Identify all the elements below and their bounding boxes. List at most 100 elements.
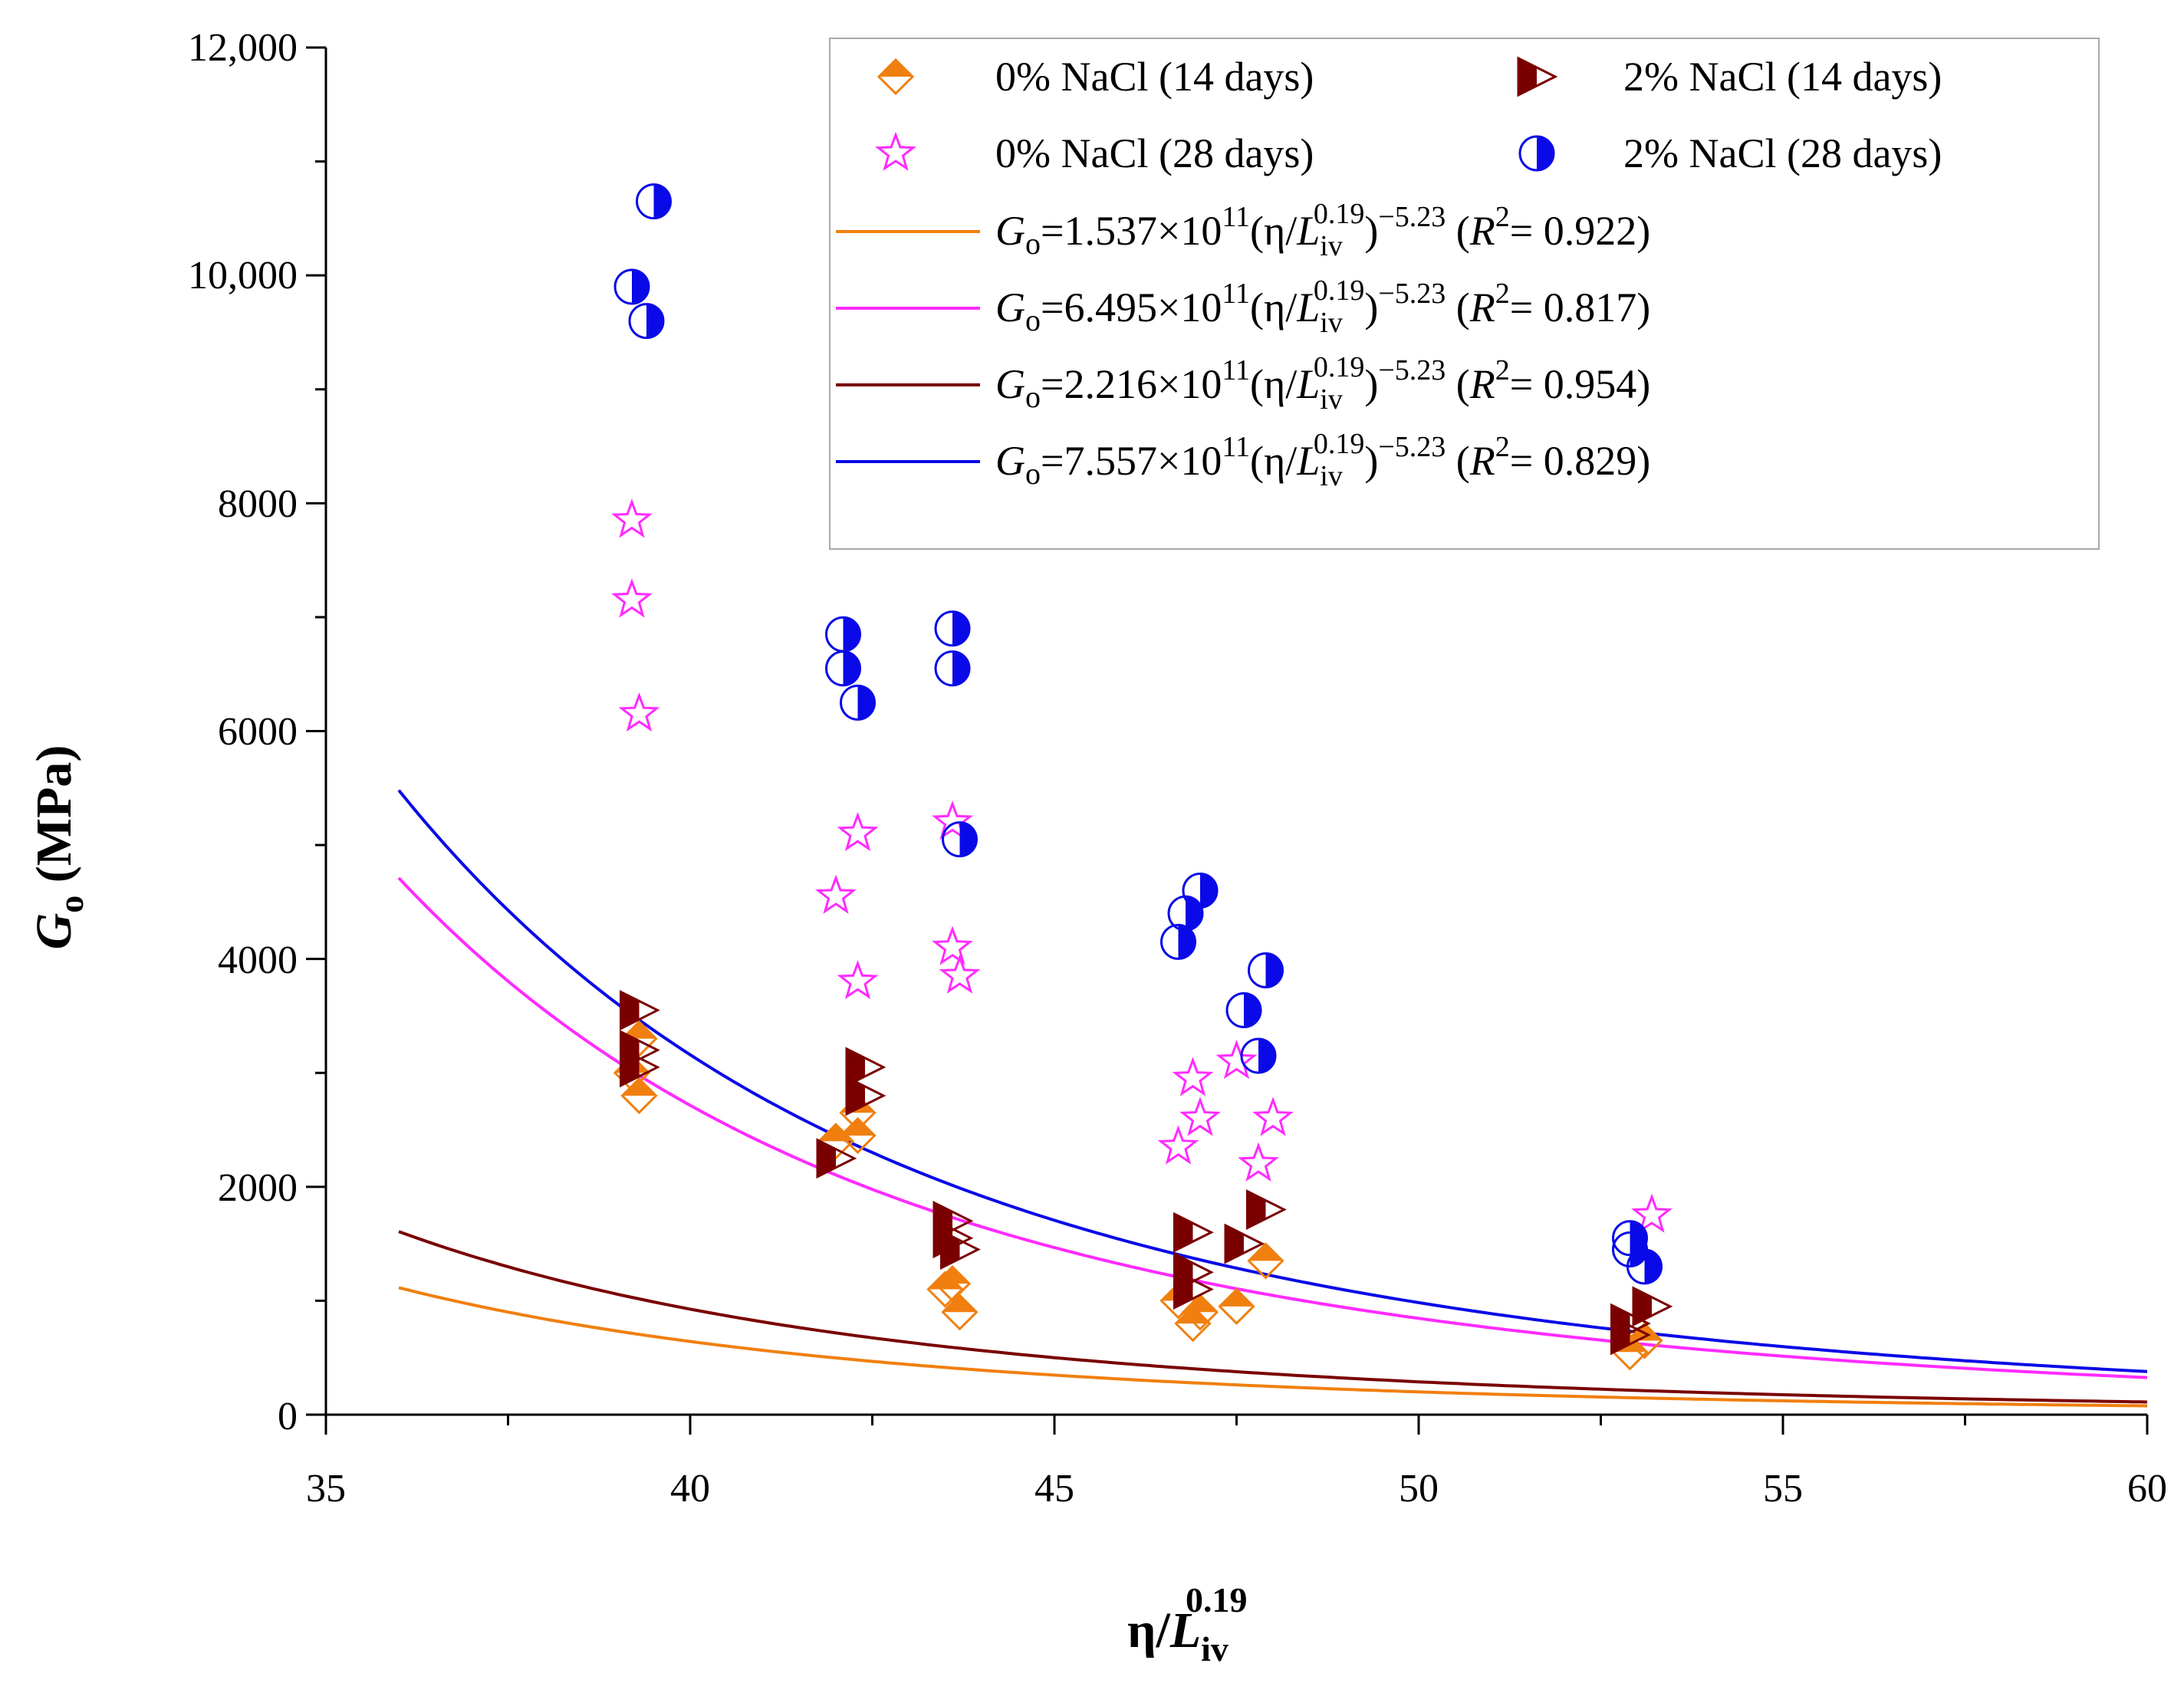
x-tick-label: 60 xyxy=(2127,1467,2167,1511)
data-point xyxy=(1240,1037,1277,1074)
legend-fit-part: ( xyxy=(1446,361,1469,407)
data-points xyxy=(611,183,1673,1371)
marker-fill xyxy=(1537,136,1554,170)
legend-label-series-3: 2% NaCl (28 days) xyxy=(1623,130,1942,176)
marker-fill xyxy=(847,1077,865,1114)
marker-fill xyxy=(1633,1287,1652,1325)
legend-fit-part: = 0.817) xyxy=(1510,284,1650,330)
legend-fit-part: (η/ xyxy=(1250,284,1297,330)
marker-outline xyxy=(1517,56,1558,97)
y-tick-label: 10,000 xyxy=(188,254,298,298)
data-point xyxy=(1218,1287,1255,1325)
data-point xyxy=(1182,873,1219,909)
legend-fit-part: 0.19 xyxy=(1314,351,1365,383)
marker-fill xyxy=(840,1118,875,1136)
legend-fit-part: 0.19 xyxy=(1314,274,1365,307)
marker-outline xyxy=(1247,1242,1284,1280)
legend-label-series-1: 2% NaCl (14 days) xyxy=(1623,54,1942,100)
marker-fill xyxy=(959,822,977,856)
legend-fit-part: (η/ xyxy=(1250,208,1297,254)
y-axis-title-unit: (MPa) xyxy=(26,745,82,896)
marker-outline xyxy=(1626,1248,1663,1285)
y-tick-label: 4000 xyxy=(218,939,298,982)
marker-fill xyxy=(843,651,860,685)
marker-fill xyxy=(857,685,875,720)
fit-curve-3 xyxy=(397,789,2147,1373)
x-axis-title-main: η/ xyxy=(1127,1603,1171,1658)
marker-fill xyxy=(879,60,913,77)
data-point xyxy=(939,954,981,994)
data-point xyxy=(1225,992,1262,1029)
marker-fill xyxy=(1176,1307,1210,1324)
data-point xyxy=(839,1116,877,1155)
data-point xyxy=(1247,1242,1284,1280)
legend-fit-part: iv xyxy=(1320,230,1343,262)
data-point xyxy=(1631,1193,1673,1233)
marker-fill xyxy=(1178,925,1196,959)
data-point xyxy=(1181,1294,1219,1331)
marker-outline xyxy=(1179,1096,1221,1136)
data-point xyxy=(1174,1305,1212,1343)
marker-outline xyxy=(636,183,672,220)
marker-outline xyxy=(1246,1189,1287,1230)
legend-fit-part: L xyxy=(1296,208,1320,254)
legend-fit-part: ( xyxy=(1446,284,1469,330)
marker-outline xyxy=(1610,1314,1651,1356)
marker-outline xyxy=(932,925,973,965)
marker-fill xyxy=(936,1267,969,1284)
legend-label-series-0: 0% NaCl (14 days) xyxy=(995,54,1314,100)
marker-fill xyxy=(847,1048,865,1086)
data-point xyxy=(932,925,973,965)
legend-fit-part: −5.23 xyxy=(1378,354,1446,386)
data-point xyxy=(1612,1220,1648,1257)
data-point xyxy=(940,1229,981,1270)
x-axis-title-sup: 0.19 xyxy=(1186,1580,1248,1619)
data-point xyxy=(1157,1125,1199,1165)
marker-outline xyxy=(620,990,660,1031)
data-point xyxy=(934,650,971,687)
data-point xyxy=(1252,1096,1294,1136)
series-1 xyxy=(620,990,1673,1356)
data-point xyxy=(1179,1096,1221,1136)
legend-fit-part: 11 xyxy=(1222,278,1250,310)
data-point xyxy=(825,616,861,653)
data-point xyxy=(1248,952,1284,989)
marker-outline xyxy=(816,1138,857,1179)
data-point xyxy=(1632,1286,1673,1327)
legend-fit-part: 11 xyxy=(1222,431,1250,463)
fit-curve-0 xyxy=(398,1286,2147,1408)
marker-fill xyxy=(1200,873,1218,908)
y-tick-label: 2000 xyxy=(218,1166,298,1210)
data-point xyxy=(613,268,650,305)
legend-fit-part: 11 xyxy=(1222,354,1250,386)
legend-fit-part: R xyxy=(1469,208,1495,254)
marker-fill xyxy=(1518,58,1537,95)
data-point xyxy=(837,811,879,852)
marker-fill xyxy=(632,270,650,304)
legend-fit-part: R xyxy=(1469,361,1495,407)
y-tick-label: 12,000 xyxy=(188,26,298,70)
data-point xyxy=(1626,1248,1663,1285)
legend-fit-part: 2 xyxy=(1495,278,1510,310)
marker-outline xyxy=(613,268,650,305)
legend-fit-part: 2 xyxy=(1495,431,1510,463)
legend-fit-part: L xyxy=(1296,361,1320,407)
marker-outline xyxy=(934,610,971,647)
marker-fill xyxy=(1248,1244,1283,1261)
x-tick-label: 55 xyxy=(1763,1467,1803,1511)
marker-outline xyxy=(933,1265,972,1303)
marker-outline xyxy=(628,303,665,340)
legend: 0% NaCl (14 days) 2% NaCl (14 days) 0% N… xyxy=(829,38,2100,550)
marker-fill xyxy=(819,1124,853,1142)
legend-fit-part: G xyxy=(995,438,1025,484)
legend-fit-part: G xyxy=(995,284,1025,330)
marker-outline xyxy=(926,1271,964,1308)
legend-fit-part: −5.23 xyxy=(1378,278,1446,310)
legend-fit-equation-3: Go=7.557×1011(η/Liv0.19)−5.23 (R2= 0.829… xyxy=(995,428,1650,492)
legend-fit-part: =2.216×10 xyxy=(1041,361,1222,407)
legend-fit-part: o xyxy=(1025,380,1041,414)
legend-fit-part: R xyxy=(1469,438,1495,484)
legend-marker-3 xyxy=(1518,135,1555,172)
marker-outline xyxy=(839,1116,877,1155)
x-tick-label: 45 xyxy=(1034,1467,1074,1511)
